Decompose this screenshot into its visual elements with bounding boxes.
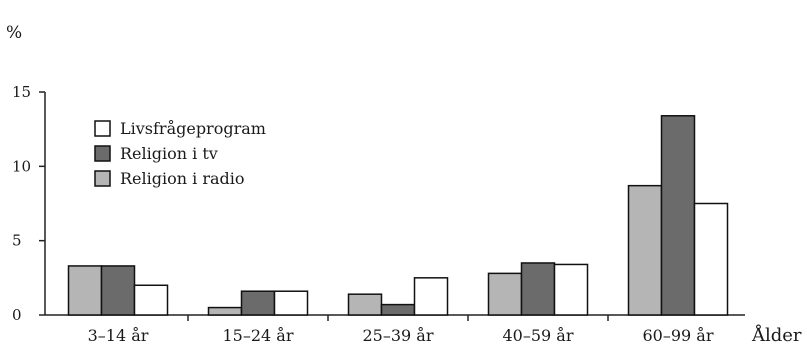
bar-religion-i-tv (100, 265, 136, 316)
bars (67, 115, 729, 316)
bar-livsfrågeprogram (273, 290, 309, 316)
legend: Livsfrågeprogram Religion i tv Religion i … (94, 119, 266, 188)
y-tick-label: 0 (12, 306, 22, 324)
bar-religion-i-radio (207, 306, 243, 316)
bar-livsfrågeprogram (693, 202, 729, 316)
x-tick-label: 15–24 år (223, 326, 294, 345)
legend-label: Religion i radio (120, 169, 245, 188)
y-tick-label: 10 (12, 157, 31, 175)
bar-religion-i-radio (627, 184, 663, 316)
bar-religion-i-tv (380, 303, 416, 316)
bar-religion-i-radio (487, 272, 523, 316)
bar-livsfrågeprogram (553, 263, 589, 316)
y-tick-label: 15 (12, 83, 31, 101)
bar-livsfrågeprogram (413, 277, 449, 316)
x-tick-label: 40–59 år (503, 326, 574, 345)
bar-religion-i-tv (660, 115, 696, 316)
bar-religion-i-radio (67, 265, 103, 316)
legend-swatch (94, 145, 111, 162)
bar-religion-i-tv (240, 290, 276, 316)
legend-label: Livsfrågeprogram (120, 119, 266, 138)
y-axis-unit-label: % (6, 23, 22, 43)
x-tick-label: 25–39 år (363, 326, 434, 345)
legend-label: Religion i tv (120, 144, 218, 163)
x-ticks: 3–14 år 15–24 år 25–39 år 40–59 år 60–99 år (88, 315, 714, 345)
x-tick-label: 3–14 år (88, 326, 149, 345)
bar-livsfrågeprogram (133, 284, 169, 316)
bar-religion-i-radio (347, 293, 383, 316)
bar-religion-i-tv (520, 262, 556, 316)
legend-swatch (94, 120, 111, 137)
x-axis-label: Ålder (751, 324, 802, 346)
y-tick-label: 5 (12, 232, 22, 250)
legend-swatch (94, 170, 111, 187)
x-tick-label: 60–99 år (643, 326, 714, 345)
y-ticks: 0 5 10 15 (12, 83, 45, 324)
